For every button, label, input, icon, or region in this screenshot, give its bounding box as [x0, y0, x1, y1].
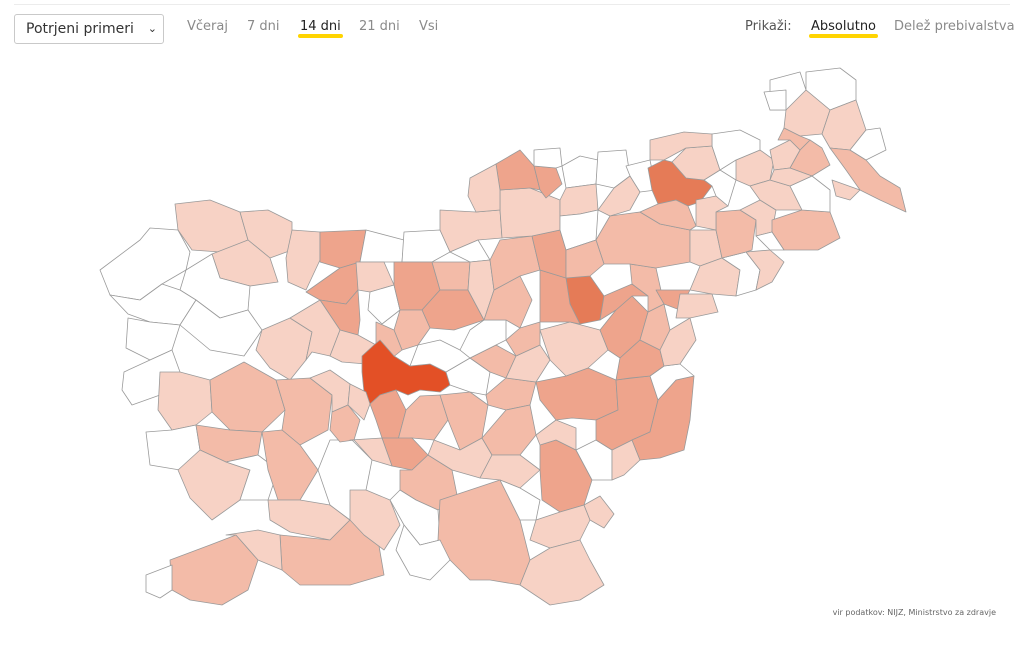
chevron-down-icon: ⌄	[147, 22, 157, 35]
municipality[interactable]	[179, 299, 263, 357]
map-toolbar: Potrjeni primeri ⌄ Včeraj 7 dni 14 dni 2…	[14, 14, 1015, 46]
municipality[interactable]	[255, 317, 313, 381]
municipality[interactable]	[849, 127, 887, 161]
municipality[interactable]	[395, 524, 451, 581]
tab-vsi[interactable]: Vsi	[419, 19, 439, 34]
metric-select-value: Potrjeni primeri	[26, 21, 134, 37]
municipality[interactable]	[347, 383, 371, 421]
tab-14-dni[interactable]: 14 dni	[298, 19, 343, 38]
municipality[interactable]	[639, 199, 697, 231]
tab-vceraj[interactable]: Včeraj	[187, 19, 228, 34]
municipality[interactable]	[675, 293, 719, 319]
municipality[interactable]	[505, 321, 541, 357]
municipality[interactable]	[715, 209, 757, 259]
municipality[interactable]	[397, 394, 449, 441]
municipalities-map	[99, 67, 907, 606]
municipality[interactable]	[349, 437, 393, 467]
municipality[interactable]	[539, 321, 609, 377]
municipality[interactable]	[145, 564, 173, 599]
municipality[interactable]	[771, 209, 841, 251]
municipality[interactable]	[261, 429, 319, 501]
municipality[interactable]	[499, 187, 561, 239]
municipality[interactable]	[583, 495, 615, 529]
municipality[interactable]	[359, 229, 405, 263]
municipality[interactable]	[649, 131, 713, 161]
municipality[interactable]	[459, 319, 507, 359]
municipality[interactable]	[225, 529, 283, 571]
municipality[interactable]	[777, 127, 811, 151]
municipality[interactable]	[529, 504, 591, 549]
municipality[interactable]	[481, 404, 537, 456]
municipality[interactable]	[401, 229, 451, 263]
tab-delez-prebivalstva[interactable]: Delež prebivalstva	[894, 19, 1015, 34]
municipality[interactable]	[289, 299, 341, 361]
municipality[interactable]	[711, 129, 761, 171]
municipality[interactable]	[409, 339, 471, 373]
municipality[interactable]	[763, 89, 787, 111]
top-divider	[14, 4, 1010, 5]
municipality[interactable]	[499, 479, 541, 521]
tab-7-dni[interactable]: 7 dni	[247, 19, 280, 34]
show-label: Prikaži:	[745, 19, 792, 34]
municipality[interactable]	[769, 139, 801, 171]
municipality[interactable]	[157, 371, 213, 431]
municipality[interactable]	[519, 539, 605, 606]
municipality[interactable]	[495, 149, 541, 191]
municipality[interactable]	[535, 367, 619, 421]
municipality[interactable]	[659, 317, 697, 367]
municipality[interactable]	[209, 361, 286, 433]
municipality[interactable]	[561, 155, 599, 189]
municipality[interactable]	[285, 229, 321, 291]
tab-absolutno[interactable]: Absolutno	[808, 19, 879, 38]
municipality[interactable]	[467, 163, 501, 213]
municipality-maribor[interactable]	[647, 159, 713, 207]
municipality[interactable]	[367, 284, 401, 325]
municipality[interactable]	[479, 454, 541, 489]
municipality[interactable]	[755, 231, 785, 251]
municipality[interactable]	[279, 519, 385, 586]
municipality[interactable]	[565, 239, 605, 279]
municipality[interactable]	[769, 167, 813, 187]
municipality[interactable]	[533, 147, 563, 169]
municipality[interactable]	[831, 179, 861, 201]
metric-select[interactable]: Potrjeni primeri ⌄	[14, 14, 164, 44]
data-source-note: vir podatkov: NIJZ, Ministrstvo za zdrav…	[832, 608, 996, 617]
tab-21-dni[interactable]: 21 dni	[359, 19, 400, 34]
municipality[interactable]	[349, 489, 401, 551]
municipality[interactable]	[169, 534, 259, 606]
